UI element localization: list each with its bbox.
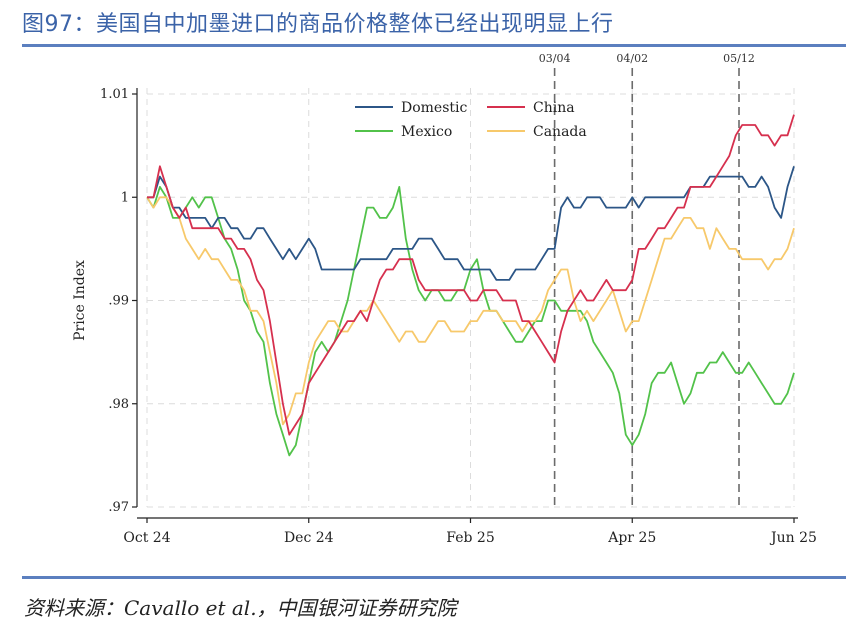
series-line-china bbox=[147, 114, 795, 436]
x-tick-label-4: Jun 25 bbox=[769, 530, 817, 546]
axes: .97 .98 .99 1 1.01 Oct 24 Dec 24 Feb 25 Apr 25 Ju… bbox=[72, 87, 817, 546]
legend[interactable]: Domestic China Mexico Canada bbox=[355, 100, 587, 140]
series-line-domestic bbox=[147, 166, 795, 281]
event-markers: 03/04 04/02 05/12 bbox=[539, 52, 755, 507]
legend-label-canada: Canada bbox=[533, 124, 587, 140]
legend-label-china: China bbox=[533, 100, 575, 116]
series-line-canada bbox=[146, 196, 795, 426]
event-label-2: 05/12 bbox=[723, 52, 755, 65]
source-note: 资料来源：Cavallo et al.，中国银河证券研究院 bbox=[24, 596, 457, 620]
x-tick-label-2: Feb 25 bbox=[446, 530, 494, 546]
price-index-chart: 03/04 04/02 05/12 .97 .98 .99 1 1.01 Oct 24 Dec … bbox=[72, 52, 817, 546]
y-tick-label-3: 1 bbox=[121, 190, 129, 205]
legend-label-domestic: Domestic bbox=[401, 100, 468, 116]
y-tick-label-4: 1.01 bbox=[100, 87, 129, 102]
footer-rule bbox=[22, 576, 846, 579]
grid bbox=[146, 88, 795, 508]
y-tick-label-0: .97 bbox=[108, 500, 129, 515]
x-tick-label-0: Oct 24 bbox=[123, 530, 170, 546]
header-rule bbox=[22, 44, 846, 47]
x-tick-label-1: Dec 24 bbox=[284, 530, 334, 546]
y-axis-title: Price Index bbox=[72, 260, 88, 341]
y-tick-label-2: .99 bbox=[108, 294, 129, 309]
y-tick-label-1: .98 bbox=[108, 397, 129, 412]
figure-title: 图97：美国自中加墨进口的商品价格整体已经出现明显上行 bbox=[22, 12, 614, 37]
legend-label-mexico: Mexico bbox=[401, 124, 452, 140]
event-label-0: 03/04 bbox=[539, 52, 571, 65]
event-label-1: 04/02 bbox=[616, 52, 648, 65]
x-tick-label-3: Apr 25 bbox=[607, 530, 656, 546]
series-lines bbox=[146, 114, 795, 457]
